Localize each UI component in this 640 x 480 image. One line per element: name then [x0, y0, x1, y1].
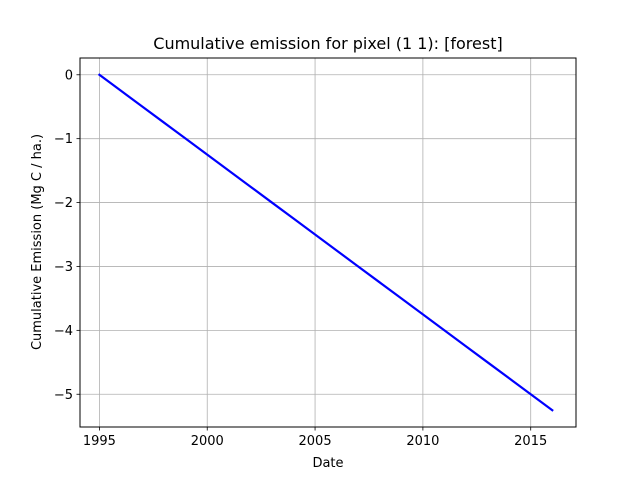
y-tick-label: −4 — [54, 324, 73, 339]
y-tick-label: −2 — [54, 196, 73, 211]
y-tick-label: −3 — [54, 260, 73, 275]
x-tick-label: 1995 — [83, 434, 116, 449]
chart-title: Cumulative emission for pixel (1 1): [fo… — [153, 34, 502, 53]
series-line — [97, 73, 554, 412]
series-layer — [97, 73, 554, 412]
y-tick-label: −1 — [54, 132, 73, 147]
x-tick-label: 2010 — [406, 434, 439, 449]
x-tick-label: 2000 — [191, 434, 224, 449]
x-tick-label: 2005 — [299, 434, 332, 449]
x-axis-label: Date — [312, 456, 343, 471]
x-tick-label: 2015 — [514, 434, 547, 449]
tick-layer: 1995 2000 2005 2010 2015 0 −1 −2 −3 −4 −5 — [54, 68, 547, 449]
grid-layer — [80, 58, 576, 427]
plot-frame — [79, 57, 577, 428]
y-axis-label: Cumulative Emission (Mg C / ha.) — [30, 134, 45, 350]
y-tick-label: 0 — [65, 68, 73, 83]
y-tick-label: −5 — [54, 388, 73, 403]
